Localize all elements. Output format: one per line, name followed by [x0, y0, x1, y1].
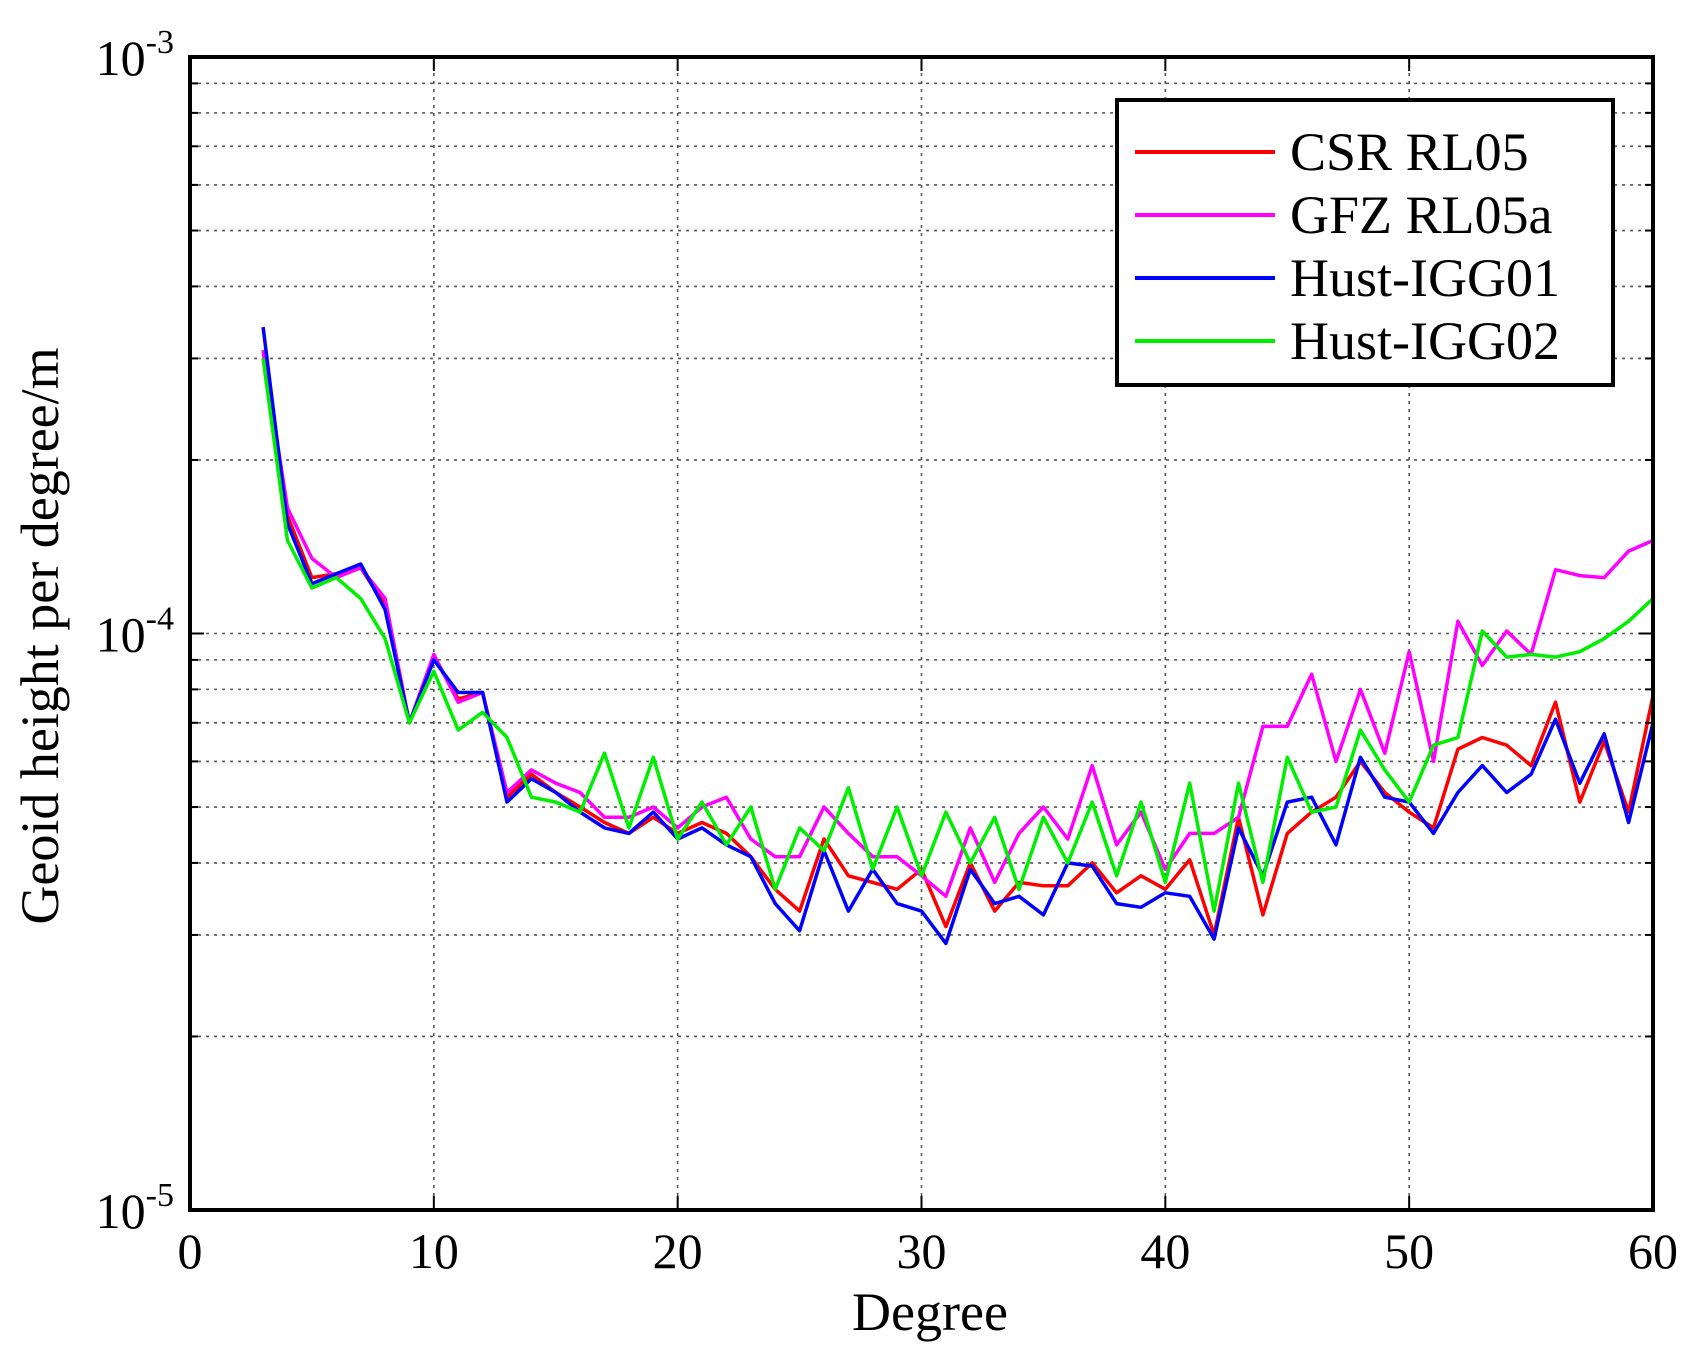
x-axis-title: Degree	[852, 1282, 1008, 1342]
y-tick-label: 10-3	[96, 24, 174, 86]
legend-box	[1115, 98, 1615, 387]
series-line-csr-rl05	[261, 349, 1655, 937]
x-tick-label: 30	[897, 1223, 947, 1279]
x-tick-label: 50	[1384, 1223, 1434, 1279]
legend-label: CSR RL05	[1290, 122, 1529, 182]
x-tick-label: 10	[409, 1223, 459, 1279]
x-tick-label: 60	[1628, 1223, 1678, 1279]
series-lines	[261, 326, 1655, 946]
legend-label: GFZ RL05a	[1290, 185, 1553, 245]
x-tick-label: 40	[1140, 1223, 1190, 1279]
axis-ticks	[189, 56, 1654, 1211]
y-tick-base: 10	[96, 607, 146, 663]
x-tick-label: 20	[653, 1223, 703, 1279]
y-tick-label: 10-5	[96, 1177, 174, 1239]
x-tick-labels: 0 10 20 30 40 50 60	[178, 1223, 1679, 1279]
y-axis-title: Geoid height per degree/m	[10, 347, 70, 924]
series-line-hust-igg02	[261, 358, 1655, 913]
y-tick-exponent: -4	[146, 601, 174, 638]
legend-label: Hust-IGG02	[1290, 311, 1560, 371]
legend-label: Hust-IGG01	[1290, 248, 1560, 308]
y-tick-exponent: -3	[146, 24, 174, 61]
series-line-hust-igg01	[261, 326, 1655, 946]
y-tick-label: 10-4	[96, 601, 174, 663]
y-tick-labels: 10-310-410-5	[96, 24, 174, 1239]
y-tick-exponent: -5	[146, 1177, 174, 1214]
y-tick-base: 10	[96, 30, 146, 86]
x-tick-label: 0	[178, 1223, 203, 1279]
y-tick-base: 10	[96, 1183, 146, 1239]
